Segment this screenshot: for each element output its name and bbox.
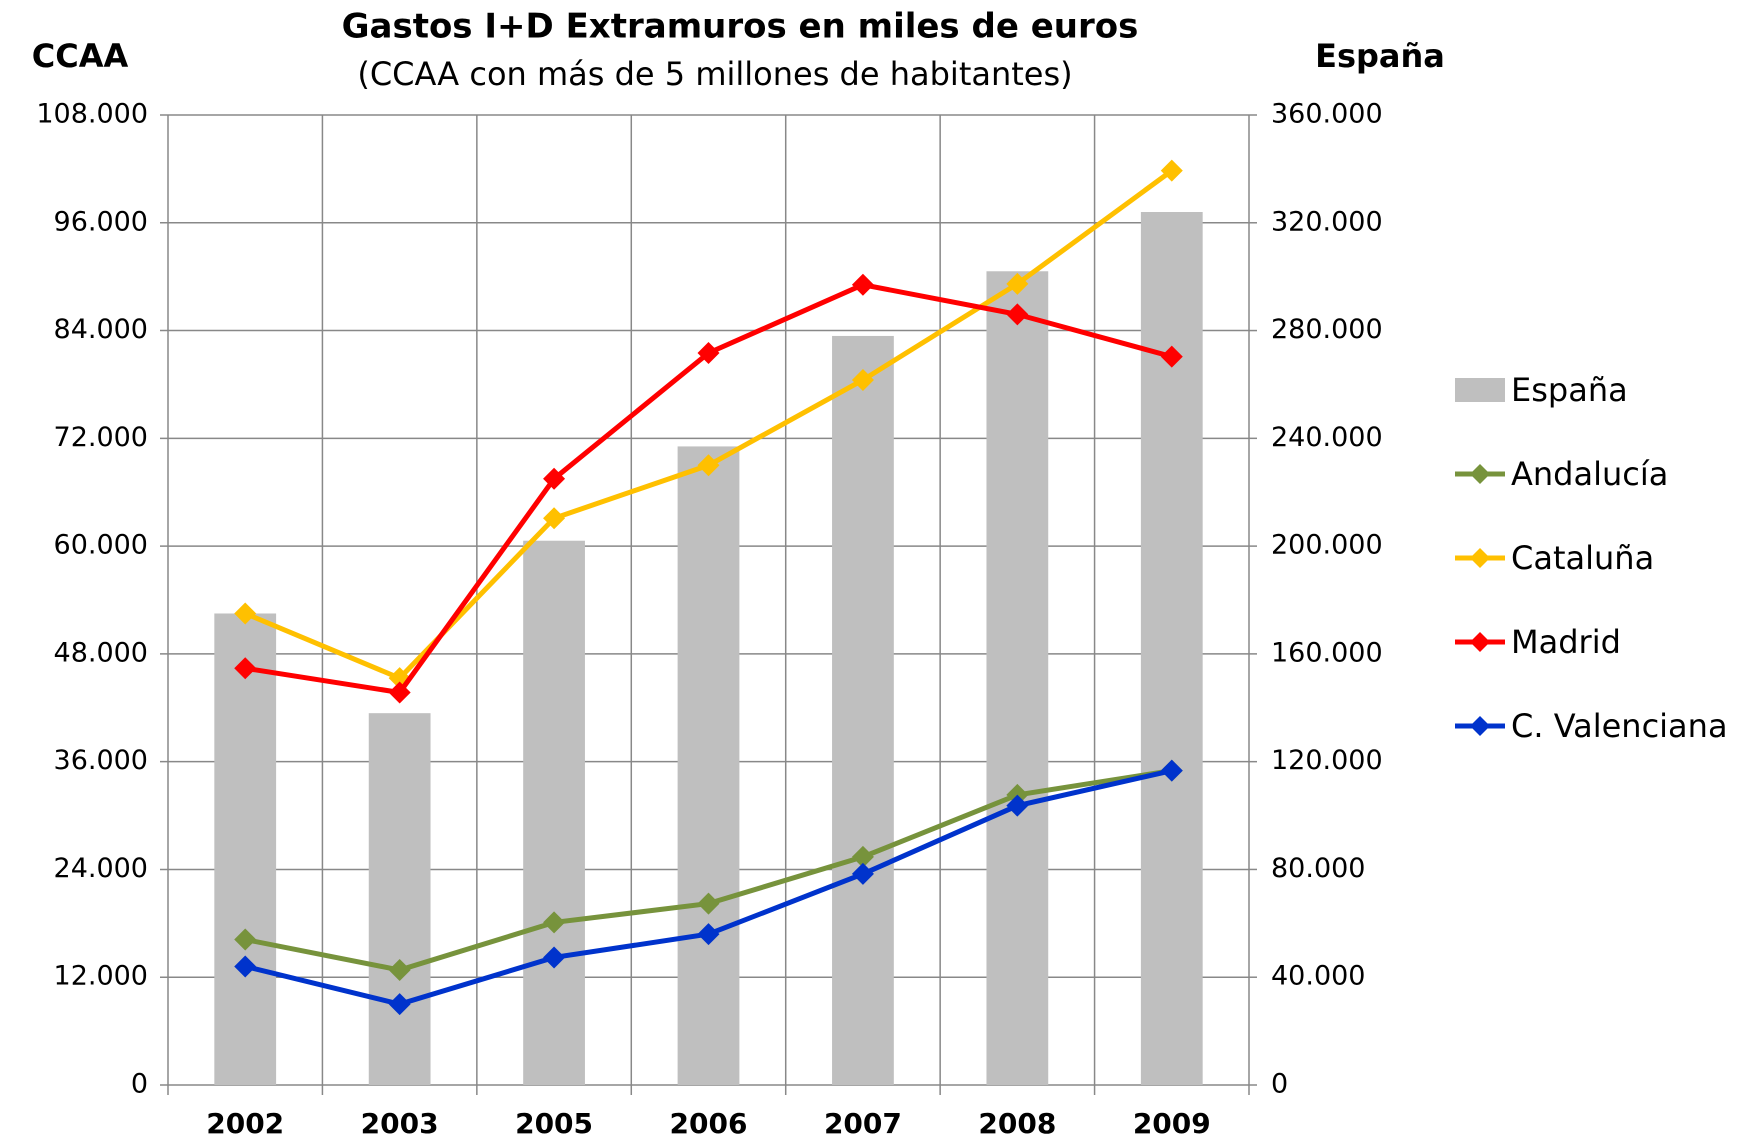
marker	[697, 923, 720, 946]
y-tick-label: 60.000	[54, 530, 148, 561]
marker	[234, 955, 257, 978]
legend-label: C. Valenciana	[1511, 707, 1728, 745]
marker	[851, 845, 874, 868]
marker	[851, 862, 874, 885]
bar	[523, 540, 585, 1085]
y2-tick-label: 240.000	[1271, 422, 1383, 453]
legend-label: Madrid	[1511, 623, 1621, 661]
y-tick-label: 0	[131, 1069, 148, 1100]
legend-label: Andalucía	[1511, 455, 1668, 493]
legend-label: Cataluña	[1511, 539, 1654, 577]
y2-tick-label: 80.000	[1271, 853, 1365, 884]
marker	[697, 454, 720, 477]
marker	[388, 993, 411, 1016]
bar	[677, 446, 740, 1086]
marker	[234, 928, 257, 951]
chart-title: Gastos I+D Extramuros en miles de euros	[342, 7, 1139, 47]
marker	[1006, 794, 1029, 817]
y-tick-label: 36.000	[54, 745, 148, 776]
y2-axis-label: España	[1315, 37, 1445, 75]
bar	[832, 335, 894, 1085]
marker	[697, 892, 720, 915]
y-tick-label: 96.000	[54, 206, 148, 237]
bar	[214, 613, 277, 1085]
legend-marker	[1470, 716, 1490, 736]
marker	[1160, 345, 1183, 368]
x-tick-label: 2007	[824, 1107, 902, 1140]
marker	[1160, 159, 1183, 182]
y2-tick-label: 360.000	[1271, 99, 1383, 130]
marker	[1006, 303, 1029, 326]
x-tick-label: 2005	[515, 1107, 593, 1140]
x-tick-label: 2008	[978, 1107, 1056, 1140]
y2-tick-label: 320.000	[1271, 206, 1383, 237]
y-tick-label: 12.000	[54, 961, 148, 992]
marker	[388, 681, 411, 704]
legend-label: España	[1511, 371, 1628, 409]
marker	[234, 602, 257, 625]
marker	[543, 911, 566, 934]
legend-marker	[1470, 548, 1490, 568]
y-tick-label: 72.000	[54, 422, 148, 453]
marker	[1160, 759, 1183, 782]
marker	[543, 467, 566, 490]
y2-tick-label: 280.000	[1271, 314, 1383, 345]
bar	[1140, 212, 1203, 1085]
y2-tick-label: 0	[1271, 1069, 1288, 1100]
y2-tick-label: 40.000	[1271, 961, 1365, 992]
x-tick-label: 2006	[670, 1107, 748, 1140]
legend-marker	[1470, 464, 1490, 484]
x-tick-label: 2009	[1133, 1107, 1211, 1140]
y2-tick-label: 120.000	[1271, 745, 1383, 776]
marker	[234, 657, 257, 680]
marker	[543, 946, 566, 969]
chart-subtitle: (CCAA con más de 5 millones de habitante…	[357, 55, 1072, 93]
marker	[388, 959, 411, 982]
legend-swatch	[1455, 378, 1505, 402]
legend-marker	[1470, 632, 1490, 652]
marker	[543, 507, 566, 530]
y-tick-label: 24.000	[54, 853, 148, 884]
bar	[368, 713, 431, 1085]
marker	[697, 342, 720, 365]
y-axis-label: CCAA	[32, 37, 129, 75]
y-tick-label: 48.000	[54, 637, 148, 668]
x-tick-label: 2003	[361, 1107, 439, 1140]
marker	[851, 273, 874, 296]
x-tick-label: 2002	[206, 1107, 284, 1140]
marker	[851, 368, 874, 391]
bar	[986, 271, 1049, 1085]
marker	[1006, 272, 1029, 295]
y-tick-label: 108.000	[36, 99, 148, 130]
y2-tick-label: 160.000	[1271, 637, 1383, 668]
y-tick-label: 84.000	[54, 314, 148, 345]
y2-tick-label: 200.000	[1271, 530, 1383, 561]
